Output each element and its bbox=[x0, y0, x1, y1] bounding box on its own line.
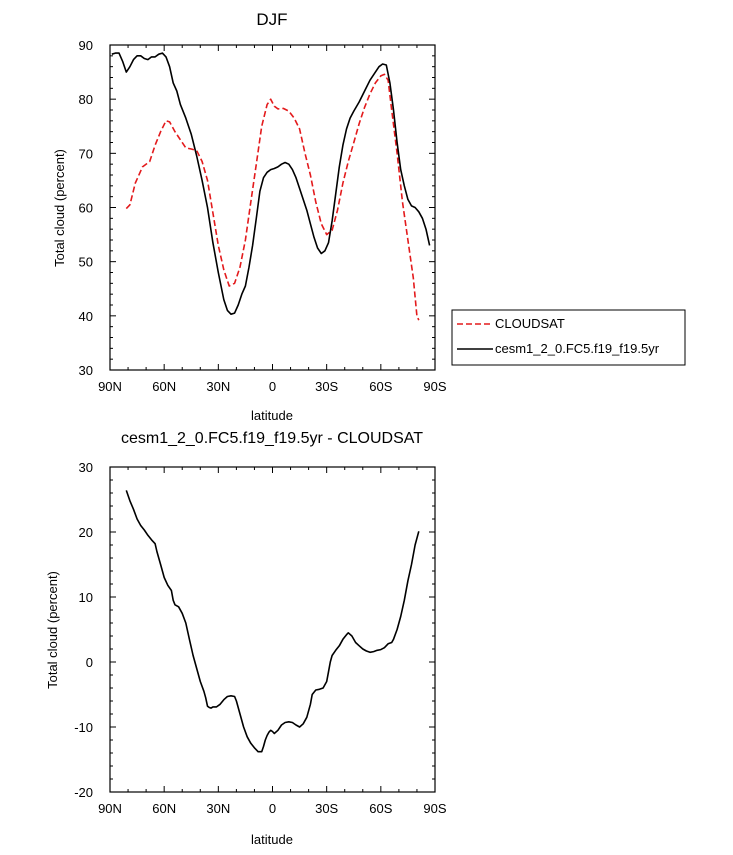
top-series-lines bbox=[111, 52, 431, 321]
top-series-line-1 bbox=[111, 52, 431, 315]
bottom-y-tick-label: -10 bbox=[74, 720, 93, 735]
top-y-tick-label: 80 bbox=[79, 92, 93, 107]
top-series-line-0 bbox=[125, 73, 420, 321]
legend: CLOUDSAT cesm1_2_0.FC5.f19_f19.5yr bbox=[451, 309, 686, 366]
top-x-tick-label: 30N bbox=[206, 379, 230, 394]
bottom-x-tick-label: 0 bbox=[269, 801, 276, 816]
top-y-tick-label: 40 bbox=[79, 309, 93, 324]
bottom-y-axis-label: Total cloud (percent) bbox=[45, 571, 60, 689]
top-x-tick-label: 60N bbox=[152, 379, 176, 394]
bottom-x-tick-label: 30S bbox=[315, 801, 338, 816]
bottom-x-tick-label: 30N bbox=[206, 801, 230, 816]
bottom-panel: cesm1_2_0.FC5.f19_f19.5yr - CLOUDSAT 90N… bbox=[45, 430, 447, 847]
top-x-tick-label: 90S bbox=[423, 379, 446, 394]
top-y-tick-label: 30 bbox=[79, 363, 93, 378]
legend-box bbox=[451, 309, 686, 366]
bottom-series-line-0 bbox=[125, 490, 420, 753]
legend-label-cloudsat: CLOUDSAT bbox=[495, 316, 565, 331]
bottom-x-tick-label: 90S bbox=[423, 801, 446, 816]
bottom-y-tick-label: -20 bbox=[74, 785, 93, 800]
bottom-plot-frame bbox=[109, 466, 436, 793]
top-y-tick-label: 90 bbox=[79, 38, 93, 53]
bottom-x-tick-label: 60S bbox=[369, 801, 392, 816]
top-panel: DJF 90N 60N 30N 0 30S 60S 90S 30 40 50 60 70 80 90 l… bbox=[52, 10, 686, 423]
bottom-x-tick-label: 60N bbox=[152, 801, 176, 816]
bottom-y-tick-label: 10 bbox=[79, 590, 93, 605]
top-y-tick-label: 70 bbox=[79, 146, 93, 161]
top-x-ticks: 90N 60N 30N 0 30S 60S 90S bbox=[98, 45, 447, 394]
bottom-chart-title: cesm1_2_0.FC5.f19_f19.5yr - CLOUDSAT bbox=[121, 430, 423, 447]
bottom-x-tick-label: 90N bbox=[98, 801, 122, 816]
top-x-axis-label: latitude bbox=[251, 408, 293, 423]
bottom-x-axis-label: latitude bbox=[251, 832, 293, 847]
bottom-x-ticks: 90N 60N 30N 0 30S 60S 90S bbox=[98, 467, 447, 816]
top-y-axis-label: Total cloud (percent) bbox=[52, 149, 67, 267]
top-y-ticks: 30 40 50 60 70 80 90 bbox=[79, 38, 435, 378]
bottom-series-lines bbox=[125, 490, 420, 753]
bottom-y-tick-label: 0 bbox=[86, 655, 93, 670]
bottom-y-tick-label: 20 bbox=[79, 525, 93, 540]
top-y-tick-label: 50 bbox=[79, 255, 93, 270]
top-x-tick-label: 90N bbox=[98, 379, 122, 394]
top-x-tick-label: 0 bbox=[269, 379, 276, 394]
top-plot-frame bbox=[109, 44, 436, 371]
top-y-tick-label: 60 bbox=[79, 201, 93, 216]
bottom-y-ticks: -20 -10 0 10 20 30 bbox=[74, 460, 435, 800]
top-x-tick-label: 60S bbox=[369, 379, 392, 394]
bottom-y-tick-label: 30 bbox=[79, 460, 93, 475]
top-x-tick-label: 30S bbox=[315, 379, 338, 394]
legend-label-cesm: cesm1_2_0.FC5.f19_f19.5yr bbox=[495, 341, 660, 356]
top-chart-title: DJF bbox=[256, 10, 287, 29]
